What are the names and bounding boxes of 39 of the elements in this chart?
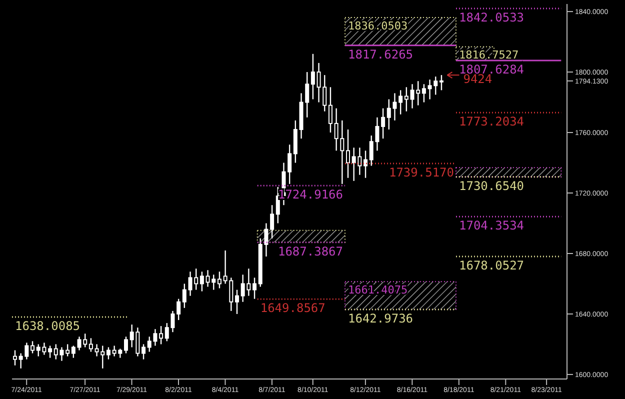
- candlestick: [159, 325, 164, 345]
- candlestick: [439, 74, 444, 91]
- ref-line-label: 1739.5170: [388, 166, 454, 180]
- candlestick: [200, 271, 204, 292]
- ref-line-label: 1730.6540: [459, 178, 524, 193]
- candlestick: [398, 90, 403, 115]
- candlestick: [13, 350, 17, 366]
- candlestick: [276, 186, 280, 224]
- candlestick: [346, 128, 350, 178]
- ref-line-label: 1817.6265: [348, 47, 414, 62]
- ref-line-label: 1678.0527: [459, 258, 524, 272]
- candlestick: [88, 338, 93, 352]
- candlestick: [124, 336, 128, 354]
- candlestick: [381, 108, 386, 140]
- candlestick: [182, 283, 186, 309]
- candlestick: [404, 86, 408, 112]
- candlestick: [217, 271, 222, 289]
- candlestick: [328, 86, 332, 134]
- ref-line-label: 1842.0533: [459, 10, 524, 24]
- candlestick: [364, 150, 368, 178]
- ref-line-label: 1704.3534: [459, 218, 524, 233]
- candlestick: [48, 345, 52, 358]
- candlestick: [422, 84, 426, 103]
- candlestick: [71, 345, 76, 358]
- ref-line-label: 1642.9736: [348, 311, 414, 326]
- ref-line-label: 1687.3867: [278, 244, 343, 258]
- ref-line-label: 1773.2034: [459, 114, 524, 129]
- candlestick: [176, 298, 181, 321]
- candlestick: [30, 340, 35, 354]
- candlestick: [252, 277, 257, 300]
- candlestick: [66, 344, 70, 357]
- candlestick: [142, 344, 146, 360]
- ref-line-label: 1649.8567: [260, 301, 326, 316]
- ref-line-label: 1638.0085: [15, 318, 80, 333]
- candlestick: [235, 289, 239, 315]
- candlestick: [106, 346, 110, 360]
- candlestick: [270, 204, 274, 239]
- candlestick: [288, 144, 292, 185]
- candlestick: [310, 53, 315, 100]
